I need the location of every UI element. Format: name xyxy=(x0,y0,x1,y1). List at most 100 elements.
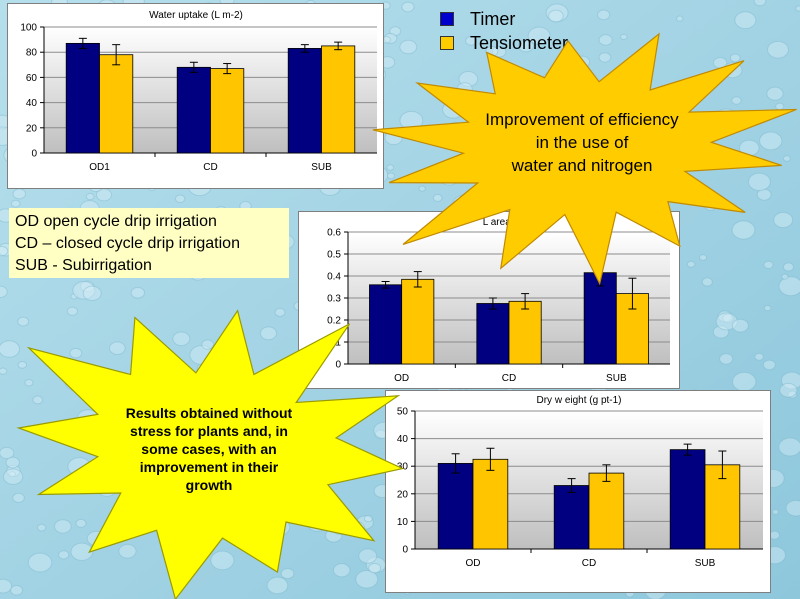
error-bar xyxy=(521,293,530,310)
water-droplet xyxy=(280,567,295,580)
chart-svg: Dry w eight (g pt-1) 0 10 20 30 40 50 OD CD SUB xyxy=(397,395,763,569)
water-droplet xyxy=(545,3,569,23)
y-tick-label: 0 xyxy=(335,360,341,371)
water-droplet xyxy=(759,131,783,151)
y-tick-label: 10 xyxy=(397,517,409,528)
water-droplet xyxy=(778,276,800,297)
water-droplet xyxy=(332,563,351,578)
water-droplet xyxy=(779,382,798,398)
water-droplet xyxy=(782,155,791,162)
water-droplet xyxy=(363,514,373,523)
y-tick-label: 80 xyxy=(26,48,38,59)
water-droplet xyxy=(0,245,9,257)
water-droplet xyxy=(118,543,137,559)
water-droplet xyxy=(384,130,403,146)
water-droplet xyxy=(401,1,415,13)
water-droplet xyxy=(200,367,211,376)
timer-swatch xyxy=(440,12,454,26)
water-droplet xyxy=(54,519,72,534)
y-tick-label: 0.6 xyxy=(327,228,341,239)
error-bar xyxy=(223,63,232,75)
water-droplet xyxy=(17,360,28,369)
water-droplet xyxy=(210,550,235,571)
water-droplet xyxy=(738,139,760,157)
leaf-area-chart: L area (m 0 0.1 0.2 0.3 0.4 0.5 0.6 OD CD SUB xyxy=(298,211,680,389)
definition-sub: SUB - Subirrigation xyxy=(15,257,152,274)
water-droplet xyxy=(762,359,776,371)
water-droplet xyxy=(358,548,378,564)
water-droplet xyxy=(766,86,784,101)
efficiency-line-2: in the use of xyxy=(535,133,629,152)
water-droplet xyxy=(399,39,418,55)
y-tick-label: 60 xyxy=(26,73,38,84)
bar-tensiometer-od xyxy=(472,458,509,550)
water-droplet xyxy=(12,492,25,504)
chart-title: L area (m xyxy=(483,217,525,228)
water-droplet xyxy=(58,550,70,560)
y-tick-label: 0.5 xyxy=(327,250,341,261)
water-droplet xyxy=(763,304,772,312)
results-line-2: stress for plants and, in xyxy=(130,423,288,439)
water-droplet xyxy=(548,9,564,23)
water-uptake-chart: Water uptake (L m-2) 0 20 40 60 80 100 OD1 CD SUB xyxy=(7,3,384,189)
water-droplet xyxy=(0,446,15,460)
results-line-5: growth xyxy=(185,477,233,493)
water-droplet xyxy=(767,40,789,59)
error-bar xyxy=(78,37,87,49)
water-droplet xyxy=(731,220,756,240)
bar-timer-od1 xyxy=(65,42,100,154)
water-droplet xyxy=(719,353,734,365)
water-droplet xyxy=(675,15,684,22)
error-bar xyxy=(451,453,460,474)
bar-tensiometer-od1 xyxy=(99,54,134,154)
bar-timer-cd xyxy=(476,303,510,365)
bar-timer-od xyxy=(369,284,403,365)
water-droplet xyxy=(386,164,395,171)
y-tick-label: 40 xyxy=(397,434,409,445)
error-bar xyxy=(334,41,343,51)
water-droplet xyxy=(130,286,146,299)
water-droplet xyxy=(331,520,350,535)
water-droplet xyxy=(201,339,214,350)
water-droplet xyxy=(747,172,771,192)
definition-od: OD open cycle drip irrigation xyxy=(15,213,217,230)
chart-title: Dry w eight (g pt-1) xyxy=(536,395,621,406)
water-droplet xyxy=(732,371,757,392)
bar-tensiometer-cd xyxy=(508,300,542,365)
water-droplet xyxy=(10,199,21,208)
water-droplet xyxy=(67,457,92,477)
water-droplet xyxy=(731,96,742,105)
bar-timer-od xyxy=(437,463,474,550)
water-droplet xyxy=(620,33,628,41)
water-droplet xyxy=(275,387,293,402)
y-tick-label: 20 xyxy=(397,489,409,500)
water-droplet xyxy=(456,82,473,96)
category-label: OD xyxy=(394,373,409,384)
y-tick-label: 40 xyxy=(26,98,38,109)
bar-timer-cd xyxy=(176,66,211,154)
efficiency-callout-text: Improvement of efficiency in the use of … xyxy=(452,108,712,177)
water-droplet xyxy=(85,192,95,201)
water-droplet xyxy=(574,55,591,69)
tensiometer-swatch xyxy=(440,36,454,50)
bar-tensiometer-sub xyxy=(321,45,356,154)
bar-tensiometer-od xyxy=(401,278,435,365)
results-line-4: improvement in their xyxy=(139,459,279,475)
water-droplet xyxy=(418,185,426,192)
water-droplet xyxy=(109,341,126,355)
y-tick-label: 30 xyxy=(397,462,409,473)
error-bar xyxy=(567,478,576,493)
water-droplet xyxy=(36,523,47,532)
water-droplet xyxy=(243,365,252,373)
water-droplet xyxy=(0,578,13,594)
water-droplet xyxy=(274,307,286,317)
category-label: OD1 xyxy=(89,162,110,173)
water-droplet xyxy=(115,512,130,525)
water-droplet xyxy=(320,400,340,416)
water-droplet xyxy=(775,102,785,111)
water-droplet xyxy=(432,193,443,202)
efficiency-line-3: water and nitrogen xyxy=(511,156,653,175)
water-droplet xyxy=(368,562,382,574)
error-bar xyxy=(488,297,497,310)
results-callout-text: Results obtained without stress for plan… xyxy=(98,404,320,494)
